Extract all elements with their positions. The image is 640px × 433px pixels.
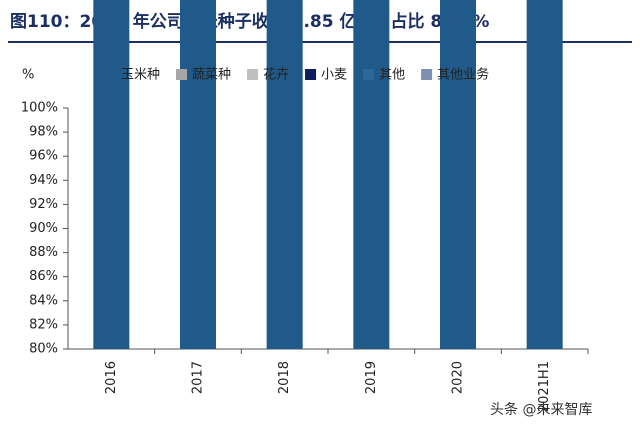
- bar-segment: [93, 0, 130, 349]
- x-tick-label: 2021H1: [537, 361, 552, 412]
- bar-segment: [180, 0, 216, 349]
- y-tick-label: 96%: [29, 149, 58, 164]
- y-tick-label: 94%: [29, 173, 58, 188]
- legend-swatch: [247, 69, 259, 80]
- y-tick-label: 86%: [29, 269, 58, 284]
- x-tick-label: 2017: [191, 361, 206, 394]
- legend-label: 其他业务: [437, 67, 489, 83]
- legend-swatch: [305, 69, 317, 80]
- x-tick-label: 2018: [277, 361, 292, 394]
- y-tick-label: 98%: [29, 125, 58, 140]
- y-tick-label: 88%: [29, 245, 58, 260]
- legend-swatch: [363, 69, 375, 80]
- x-tick-label: 2019: [364, 361, 379, 394]
- watermark: 头条 @未来智库: [490, 401, 592, 418]
- y-tick-label: 84%: [29, 293, 58, 308]
- legend-swatch: [176, 69, 188, 80]
- bar-segment: [353, 0, 390, 349]
- legend-swatch: [421, 69, 433, 80]
- y-tick-label: 92%: [29, 197, 58, 212]
- legend-label: 其他: [379, 68, 405, 83]
- legend-label: 花卉: [263, 67, 289, 83]
- bar-segment: [266, 0, 303, 350]
- y-tick-label: 80%: [29, 342, 58, 357]
- y-tick-label: 82%: [29, 317, 58, 332]
- bar-segment: [526, 0, 563, 349]
- legend-swatch: [105, 69, 116, 80]
- bar-segment: [440, 0, 476, 350]
- chart-title: 图110：2020 年公司玉米种子收入 7.85 亿元，占比 87.1%: [10, 11, 489, 32]
- y-tick-label: 90%: [29, 221, 58, 236]
- legend-label: 玉米种: [121, 68, 160, 83]
- legend-label: 小麦: [321, 68, 347, 83]
- y-unit: %: [22, 68, 34, 83]
- x-tick-label: 2020: [451, 361, 466, 394]
- y-tick-label: 100%: [21, 101, 58, 116]
- legend-label: 蔬菜种: [192, 68, 231, 83]
- x-tick-label: 2016: [104, 361, 119, 394]
